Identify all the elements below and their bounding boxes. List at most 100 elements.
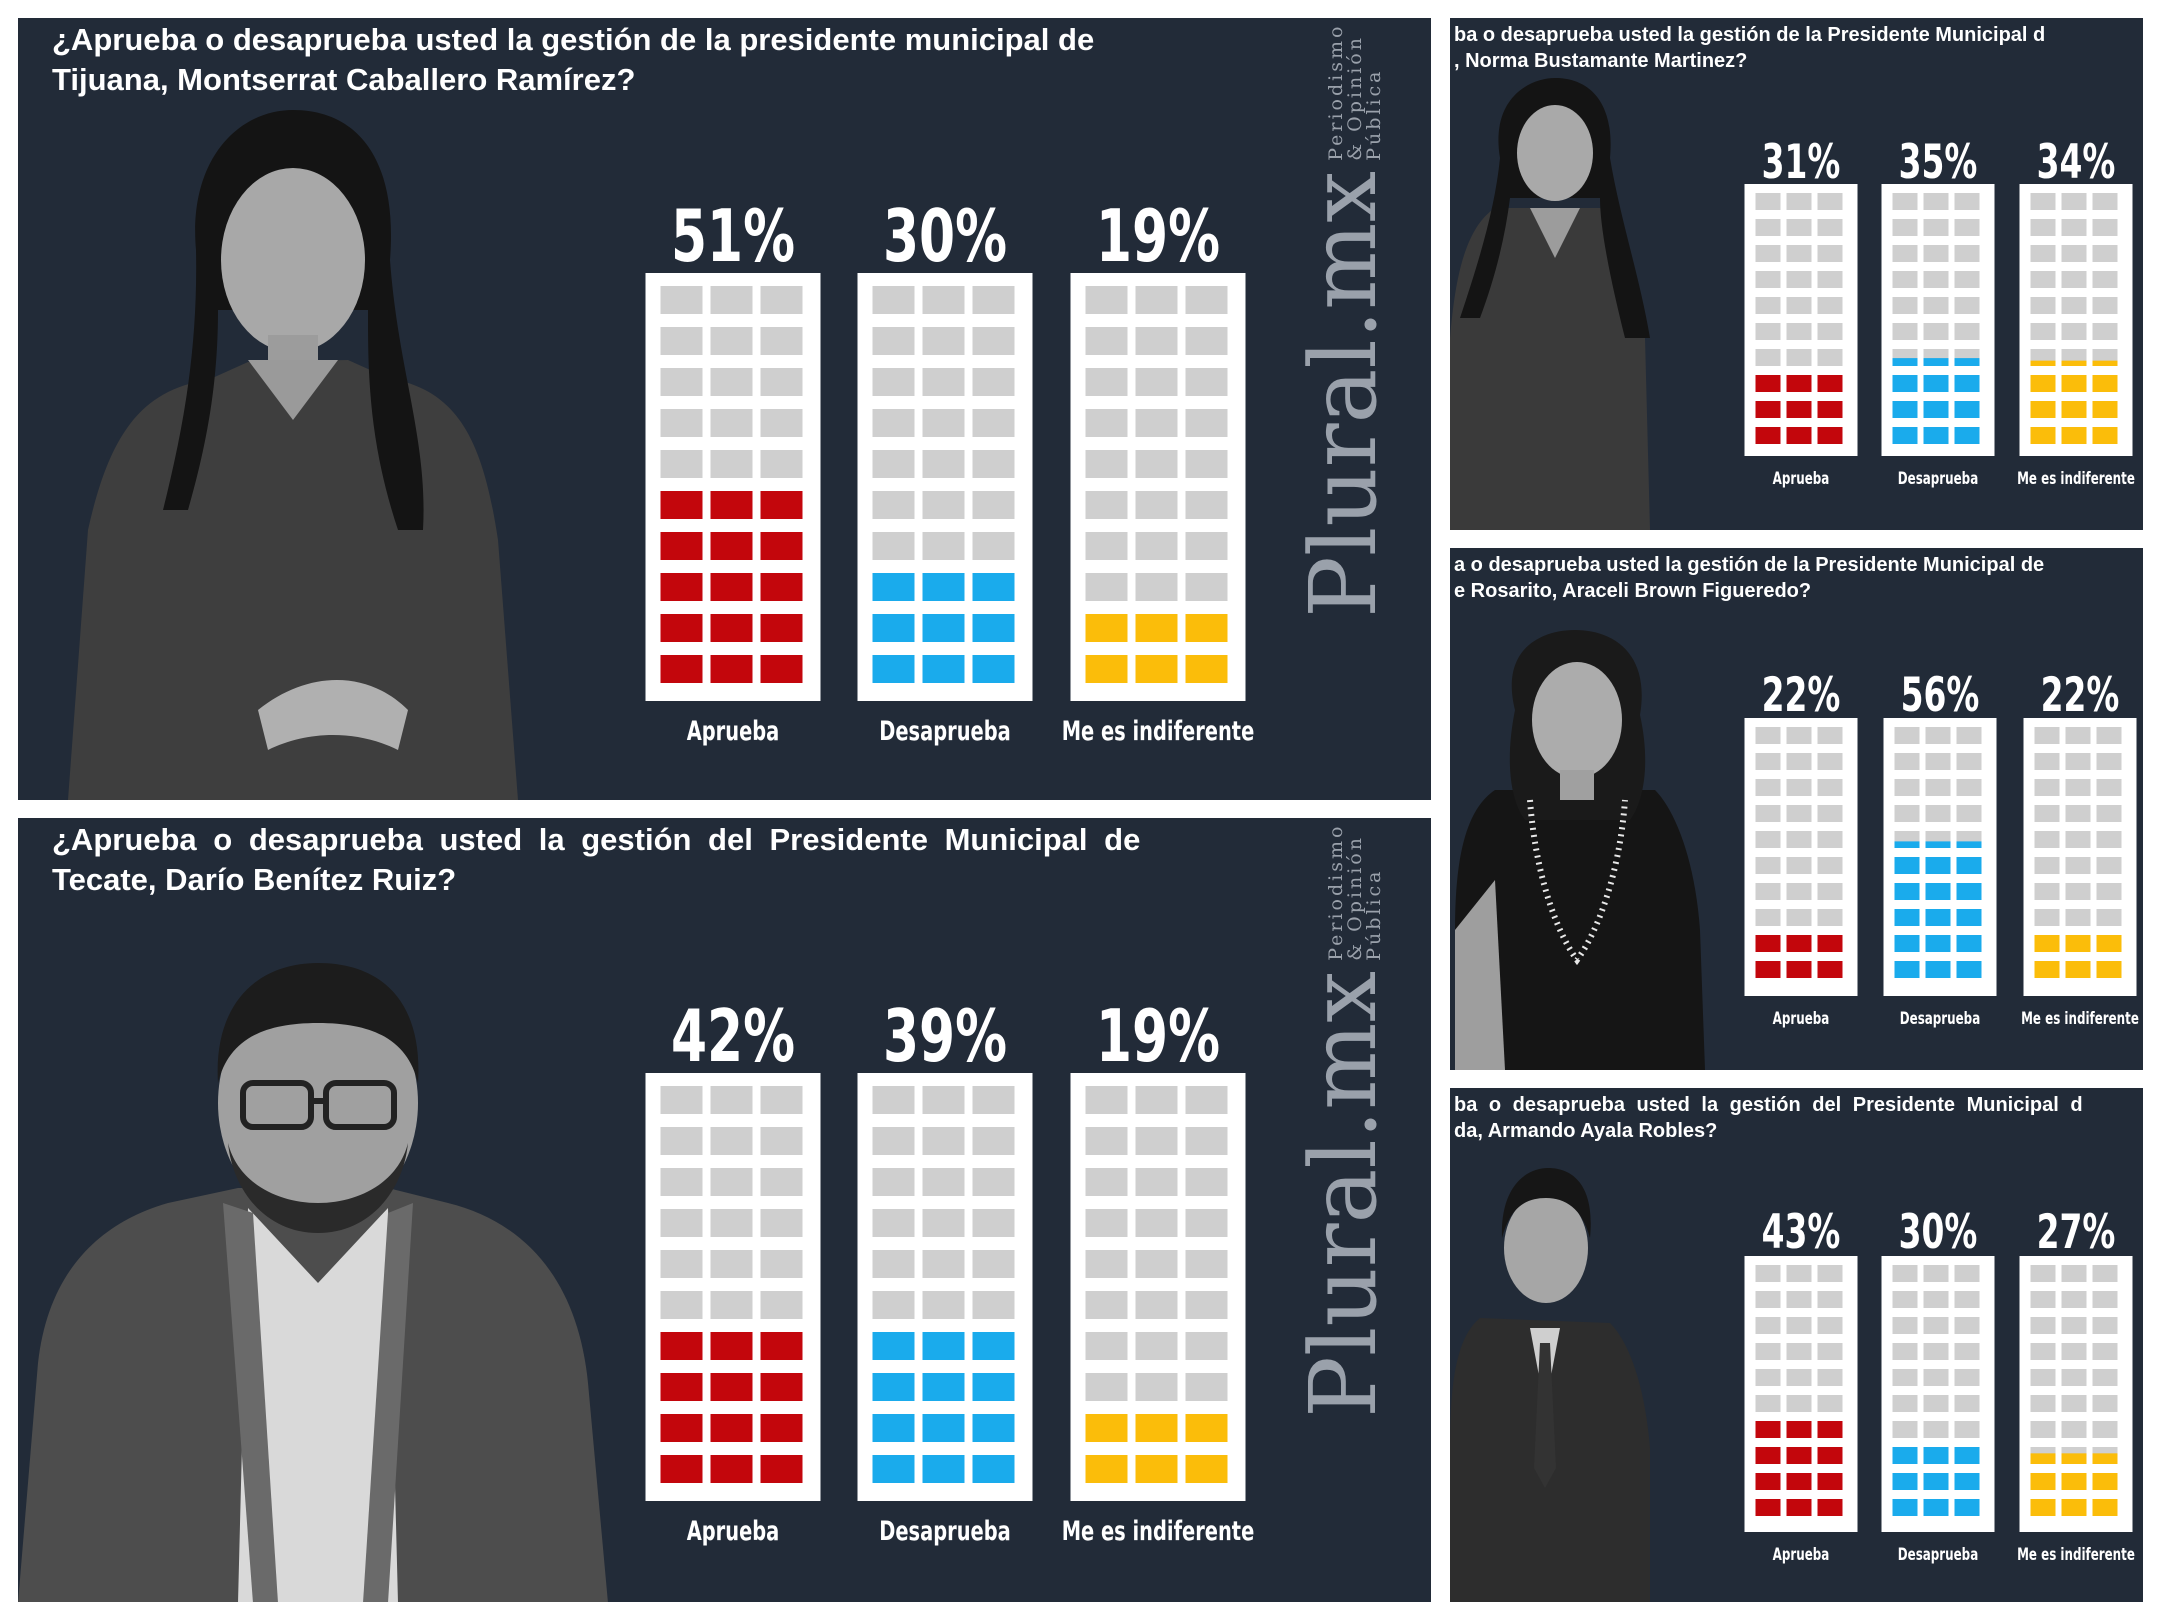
waffle-cell — [1923, 297, 1949, 314]
waffle-cell — [872, 286, 915, 314]
waffle-cell-filled — [972, 1373, 1015, 1401]
waffle-cell — [660, 1250, 703, 1278]
category-label-desaprueba: Desaprueba — [1898, 469, 1978, 489]
waffle-cell-filled — [1923, 427, 1949, 444]
waffle-cell — [760, 327, 803, 355]
waffle-cell — [872, 1291, 915, 1319]
waffle-cell — [972, 1250, 1015, 1278]
waffle-cell — [710, 1127, 753, 1155]
waffle-cell — [1755, 349, 1781, 366]
woman-portrait-photo — [68, 110, 518, 800]
waffle-cell-filled — [1892, 1447, 1918, 1464]
waffle-cell-filled — [1923, 1447, 1949, 1464]
waffle-cell — [1755, 805, 1781, 822]
waffle-cell-filled — [1786, 1421, 1812, 1438]
waffle-cell — [2092, 1369, 2118, 1386]
waffle-cell-filled — [1755, 1473, 1781, 1490]
waffle-cell-filled — [2092, 1473, 2118, 1490]
waffle-cell — [1185, 1168, 1228, 1196]
waffle-cell — [2061, 1265, 2087, 1282]
waffle-cell — [2061, 271, 2087, 288]
waffle-cell — [710, 327, 753, 355]
waffle-cell — [1185, 1250, 1228, 1278]
title-line-1: a o desaprueba usted la gestión de la Pr… — [1454, 554, 2045, 576]
waffle-cell-filled — [2092, 1453, 2118, 1464]
waffle-cell — [2096, 831, 2122, 848]
data-label-aprueba: 42% — [671, 994, 795, 1078]
waffle-cell — [1135, 327, 1178, 355]
waffle-cell — [2030, 1369, 2056, 1386]
waffle-cell — [2030, 297, 2056, 314]
waffle-cell-filled — [660, 655, 703, 683]
waffle-cell — [2096, 883, 2122, 900]
waffle-cell — [922, 491, 965, 519]
waffle-cell-filled — [2092, 401, 2118, 418]
waffle-cell-filled — [1894, 883, 1920, 900]
waffle-cell-filled — [1786, 961, 1812, 978]
category-label-me-es-indiferente: Me es indiferente — [2021, 1009, 2139, 1029]
waffle-cell — [710, 1209, 753, 1237]
waffle-cell-filled — [660, 532, 703, 560]
waffle-cell-filled — [710, 1455, 753, 1483]
waffle-cell — [1085, 532, 1128, 560]
waffle-cell — [972, 450, 1015, 478]
bar-desaprueba — [1881, 184, 1995, 456]
chart-ensenada: 43% Aprueba 30% Desaprueba 27% Me es indifere… — [1744, 1204, 2135, 1565]
waffle-cell — [1135, 1209, 1178, 1237]
waffle-cell-filled — [1817, 427, 1843, 444]
waffle-cell — [1085, 409, 1128, 437]
waffle-cell — [1817, 857, 1843, 874]
waffle-cell — [1817, 883, 1843, 900]
waffle-cell-filled — [2034, 961, 2060, 978]
waffle-cell — [2061, 297, 2087, 314]
waffle-cell — [2092, 297, 2118, 314]
waffle-cell-filled — [2061, 1453, 2087, 1464]
waffle-cell — [1755, 727, 1781, 744]
waffle-cell-filled — [872, 1414, 915, 1442]
waffle-cell — [922, 1250, 965, 1278]
waffle-cell — [1923, 245, 1949, 262]
waffle-cell — [922, 450, 965, 478]
waffle-cell-filled — [1954, 358, 1980, 366]
waffle-cell — [1755, 753, 1781, 770]
waffle-cell-filled — [2034, 935, 2060, 952]
waffle-cell — [1956, 753, 1982, 770]
waffle-cell-filled — [972, 573, 1015, 601]
waffle-cell — [1892, 1421, 1918, 1438]
waffle-cell — [1923, 1421, 1949, 1438]
waffle-cell-filled — [1894, 935, 1920, 952]
waffle-cell — [1817, 245, 1843, 262]
waffle-cell — [1185, 1209, 1228, 1237]
waffle-cell — [1786, 349, 1812, 366]
waffle-cell — [872, 1168, 915, 1196]
waffle-cell — [922, 368, 965, 396]
waffle-cell — [2030, 1291, 2056, 1308]
waffle-cell — [1786, 245, 1812, 262]
waffle-cell — [1185, 491, 1228, 519]
waffle-cell — [1085, 450, 1128, 478]
waffle-cell — [1185, 573, 1228, 601]
waffle-cell — [1892, 219, 1918, 236]
bar-me-es-indiferente — [2019, 184, 2133, 456]
bar-aprueba — [1744, 718, 1858, 996]
waffle-cell — [1185, 409, 1228, 437]
waffle-cell — [1894, 753, 1920, 770]
waffle-cell-filled — [710, 655, 753, 683]
waffle-cell — [922, 532, 965, 560]
category-label-me-es-indiferente: Me es indiferente — [2017, 1545, 2135, 1565]
waffle-cell-filled — [2065, 961, 2091, 978]
waffle-cell-filled — [1185, 614, 1228, 642]
waffle-cell — [660, 1168, 703, 1196]
waffle-cell — [1892, 1291, 1918, 1308]
waffle-cell-filled — [872, 1332, 915, 1360]
waffle-cell — [2061, 1343, 2087, 1360]
waffle-cell-filled — [1925, 841, 1951, 848]
panel-title: ba o desaprueba usted la gestión de la P… — [1454, 22, 2045, 74]
data-label-me-es-indiferente: 19% — [1096, 994, 1220, 1078]
waffle-cell — [1923, 1369, 1949, 1386]
waffle-cell-filled — [1892, 1473, 1918, 1490]
waffle-cell-filled — [2030, 1473, 2056, 1490]
waffle-cell-filled — [1755, 427, 1781, 444]
waffle-cell — [2061, 1421, 2087, 1438]
panel-tijuana: ¿Aprueba o desaprueba usted la gestión d… — [18, 18, 1431, 800]
